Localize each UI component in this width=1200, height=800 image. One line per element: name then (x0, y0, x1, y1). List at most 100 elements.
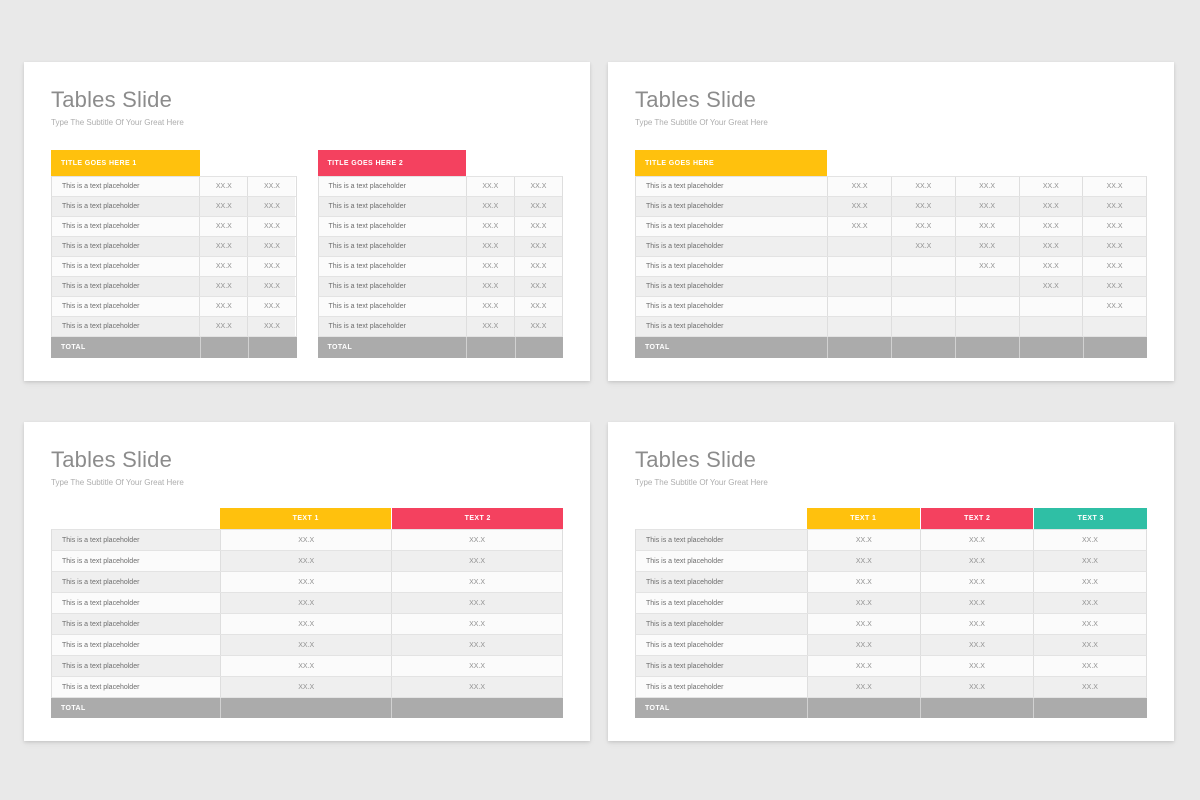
table: TEXT 1 TEXT 2 TEXT 3 This is a text placeho… (635, 508, 1147, 718)
table-title-header: TITLE GOES HERE (635, 150, 827, 176)
total-value-cell (920, 698, 1033, 718)
value-cell: XX.X (806, 530, 920, 550)
value-cell: XX.X (891, 217, 955, 236)
row-label-cell: This is a text placeholder (636, 197, 828, 216)
row-label-cell: This is a text placeholder (52, 530, 221, 550)
total-value-cell (806, 698, 920, 718)
value-cell: XX.X (513, 317, 562, 336)
value-cell: XX.X (199, 237, 248, 256)
value-cell (827, 237, 891, 256)
table-row: This is a text placeholder XX.X XX.X (635, 277, 1147, 297)
table-header-row: TITLE GOES HERE (635, 150, 1147, 176)
table-row: This is a text placeholder XX.X XX.X (317, 277, 563, 297)
row-label-cell: This is a text placeholder (52, 237, 200, 256)
table-row: This is a text placeholder XX.X XX.X XX.X XX… (635, 237, 1147, 257)
total-value-cell (955, 337, 1019, 358)
slide-title: Tables Slide (635, 87, 757, 112)
slide-card-4[interactable]: Tables Slide Type The Subtitle Of Your G… (608, 422, 1174, 741)
table-row: This is a text placeholder XX.X XX.X (51, 257, 297, 277)
total-value-cell (514, 337, 563, 358)
value-cell (954, 277, 1019, 296)
value-cell: XX.X (220, 656, 392, 676)
value-cell: XX.X (1082, 257, 1146, 276)
value-cell: XX.X (806, 635, 920, 655)
value-cell: XX.X (954, 257, 1019, 276)
row-label-cell: This is a text placeholder (636, 614, 807, 634)
table-row: This is a text placeholder XX.X XX.X (51, 635, 563, 656)
row-label-cell: This is a text placeholder (318, 217, 466, 236)
value-cell: XX.X (247, 257, 296, 276)
table-header-row: TITLE GOES HERE 1 (51, 150, 297, 176)
value-cell: XX.X (220, 551, 392, 571)
table-row: This is a text placeholder XX.X XX.X XX.X (635, 635, 1147, 656)
row-label-cell: This is a text placeholder (636, 635, 807, 655)
table: TITLE GOES HERE This is a text placeholde… (635, 150, 1147, 358)
row-label-cell: This is a text placeholder (636, 297, 828, 316)
slide-card-1[interactable]: Tables Slide Type The Subtitle Of Your G… (24, 62, 590, 381)
value-cell: XX.X (1032, 593, 1146, 613)
value-cell (827, 297, 891, 316)
row-label-cell: This is a text placeholder (52, 593, 221, 613)
column-header: TEXT 2 (391, 508, 563, 529)
value-cell: XX.X (391, 614, 562, 634)
value-cell: XX.X (919, 530, 1033, 550)
value-cell: XX.X (199, 217, 248, 236)
table-row: This is a text placeholder XX.X XX.X (51, 217, 297, 237)
slide-subtitle: Type The Subtitle Of Your Great Here (635, 478, 768, 487)
row-label-cell: This is a text placeholder (636, 217, 828, 236)
table-row: This is a text placeholder XX.X XX.X (51, 317, 297, 337)
value-cell (827, 257, 891, 276)
value-cell: XX.X (199, 317, 248, 336)
value-cell: XX.X (1018, 177, 1083, 196)
value-cell: XX.X (806, 572, 920, 592)
column-header: TEXT 1 (806, 508, 920, 529)
total-row: TOTAL (635, 698, 1147, 718)
row-label-cell: This is a text placeholder (636, 677, 807, 697)
value-cell: XX.X (513, 177, 562, 196)
table: TITLE GOES HERE 1 This is a text placehol… (51, 150, 297, 358)
row-label-cell: This is a text placeholder (318, 197, 466, 216)
table-row: This is a text placeholder XX.X XX.X (51, 197, 297, 217)
slide-subtitle: Type The Subtitle Of Your Great Here (51, 118, 184, 127)
header-spacer (635, 508, 807, 529)
slide-card-2[interactable]: Tables Slide Type The Subtitle Of Your G… (608, 62, 1174, 381)
value-cell: XX.X (465, 197, 514, 216)
slide-subtitle: Type The Subtitle Of Your Great Here (51, 478, 184, 487)
value-cell (827, 277, 891, 296)
table-row: This is a text placeholder XX.X XX.X (51, 176, 297, 197)
value-cell: XX.X (465, 317, 514, 336)
table-body: This is a text placeholder XX.X XX.X XX.X XX… (635, 176, 1147, 337)
row-label-cell: This is a text placeholder (636, 177, 828, 196)
value-cell: XX.X (220, 614, 392, 634)
value-cell: XX.X (220, 677, 392, 697)
value-cell: XX.X (1082, 177, 1146, 196)
table-row: This is a text placeholder XX.X XX.X (51, 572, 563, 593)
value-cell: XX.X (919, 614, 1033, 634)
value-cell: XX.X (247, 197, 296, 216)
value-cell (1018, 297, 1083, 316)
value-cell: XX.X (513, 197, 562, 216)
value-cell: XX.X (1032, 656, 1146, 676)
table-row: This is a text placeholder XX.X XX.X XX.X (635, 529, 1147, 551)
value-cell: XX.X (1018, 277, 1083, 296)
value-cell: XX.X (513, 277, 562, 296)
total-value-cell (199, 337, 248, 358)
table-row: This is a text placeholder XX.X XX.X (317, 257, 563, 277)
value-cell (954, 297, 1019, 316)
value-cell: XX.X (891, 197, 955, 216)
value-cell: XX.X (1082, 197, 1146, 216)
total-value-cell (466, 337, 514, 358)
table-row: This is a text placeholder XX.X XX.X (317, 197, 563, 217)
total-label: TOTAL (327, 344, 353, 351)
value-cell: XX.X (199, 277, 248, 296)
header-spacer (51, 508, 220, 529)
value-cell: XX.X (513, 257, 562, 276)
table-row: This is a text placeholder XX.X XX.X XX.X XX… (635, 197, 1147, 217)
value-cell: XX.X (1032, 530, 1146, 550)
slide-card-3[interactable]: Tables Slide Type The Subtitle Of Your G… (24, 422, 590, 741)
column-header: TEXT 3 (1033, 508, 1147, 529)
value-cell: XX.X (954, 217, 1019, 236)
row-label-cell: This is a text placeholder (636, 593, 807, 613)
row-label-cell: This is a text placeholder (52, 197, 200, 216)
table-row: This is a text placeholder XX.X XX.X (317, 317, 563, 337)
